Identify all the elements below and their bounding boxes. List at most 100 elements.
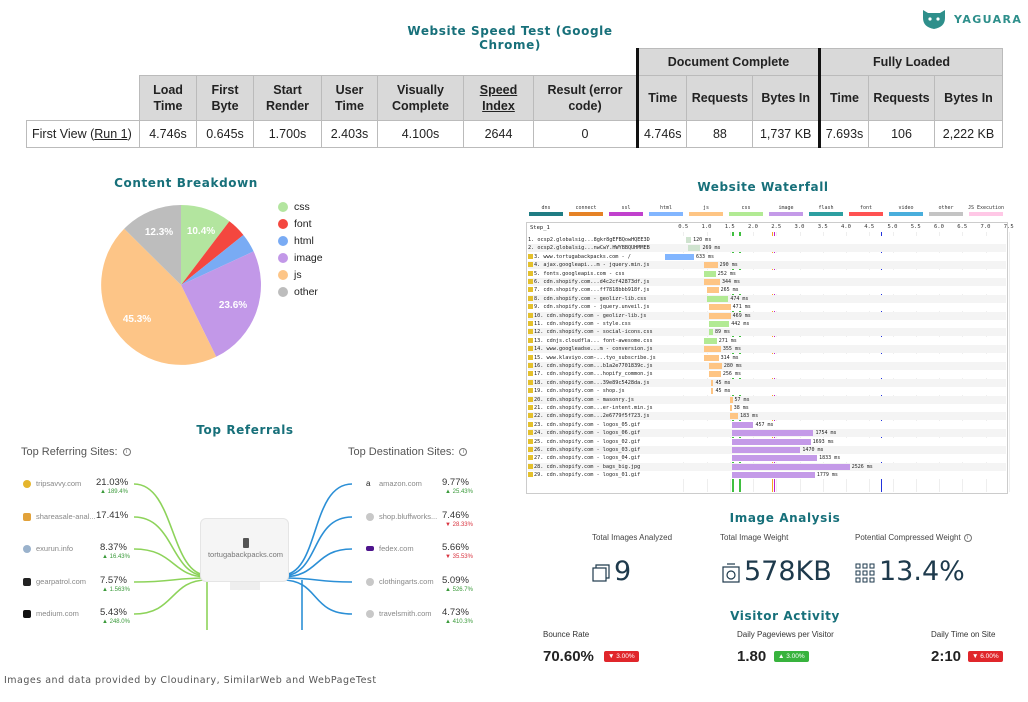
legend-item-image[interactable]: image [278, 249, 323, 266]
waterfall-row[interactable]: 27. cdn.shopify.com - logos_04.gif 1833 m… [528, 454, 1006, 463]
waterfall-row[interactable]: 25. cdn.shopify.com - logos_02.gif 1693 m… [528, 437, 1006, 446]
doc-requests-value: 88 [686, 120, 754, 148]
col-full-bytes: Bytes In [934, 75, 1003, 121]
waterfall-legend-flash: flash [806, 205, 846, 216]
referring-site-1[interactable]: tripsavvy.com [23, 479, 81, 488]
waterfall-row[interactable]: 22. cdn.shopify.com...2e6779f5f723.js 183… [528, 412, 1006, 421]
lock-icon [528, 413, 533, 419]
waterfall-row[interactable]: 10. cdn.shopify.com - geolizr-lib.js 469 … [528, 311, 1006, 320]
waterfall-row[interactable]: 29. cdn.shopify.com - logos_01.gif 1779 m… [528, 471, 1006, 480]
speed-test-table: Document Complete Fully Loaded Load Time… [26, 48, 1003, 148]
image-analysis-title: Image Analysis [729, 511, 841, 525]
lock-icon [528, 253, 533, 259]
waterfall-legend-html: html [646, 205, 686, 216]
pie-label-image: 23.6% [219, 300, 247, 311]
waterfall-legend-js-execution: JS Execution [966, 205, 1006, 216]
legend-item-font[interactable]: font [278, 215, 323, 232]
legend-dot-icon [278, 286, 288, 297]
waterfall-tick: 6.5 [957, 224, 968, 230]
waterfall-row[interactable]: 4. ajax.googleapi...m - jquery.min.js 290… [528, 261, 1006, 270]
info-icon[interactable]: i [963, 533, 972, 542]
waterfall-row[interactable]: 24. cdn.shopify.com - logos_06.gif 1754 m… [528, 429, 1006, 438]
referring-change-3: ▲ 16.43% [102, 554, 130, 560]
waterfall-row[interactable]: 26. cdn.shopify.com - logos_03.gif 1470 m… [528, 446, 1006, 454]
waterfall-row[interactable]: 11. cdn.shopify.com - style.css 442 ms [528, 320, 1006, 328]
legend-item-other[interactable]: other [278, 283, 323, 300]
pageviews-badge: ▲ 3.00% [774, 651, 809, 662]
referring-change-1: ▲ 189.4% [100, 489, 128, 495]
info-icon[interactable]: i [459, 448, 468, 456]
medium-logo-icon [23, 609, 31, 618]
lock-icon [528, 421, 533, 427]
waterfall-bar [706, 287, 719, 294]
waterfall-row[interactable]: 18. cdn.shopify.com...39e89c5428da.js 45 … [528, 378, 1006, 387]
waterfall-bar [704, 346, 721, 353]
shareasale-logo-icon [23, 512, 31, 521]
destination-site-2[interactable]: shop.bluffworks... [366, 512, 437, 521]
lock-icon [528, 354, 533, 360]
destination-pct-3: 5.66% [442, 542, 469, 553]
waterfall-row[interactable]: 16. cdn.shopify.com...b1a2e7701839c.js 28… [528, 362, 1006, 370]
waterfall-duration: 442 ms [731, 321, 750, 327]
lock-icon [528, 337, 533, 343]
waterfall-row[interactable]: 1. ocsp2.globalsig...8gkr8gEFBQowHQEE3D 1… [528, 236, 1006, 244]
waterfall-row-label: 9. cdn.shopify.com - jquery.unveil.js [528, 303, 650, 311]
first-byte-value: 0.645s [196, 120, 254, 148]
destination-site-4[interactable]: clothingarts.com [366, 577, 434, 586]
waterfall-row[interactable]: 23. cdn.shopify.com - logos_05.gif 457 ms [528, 420, 1006, 429]
waterfall-row[interactable]: 19. cdn.shopify.com - shop.js 45 ms [528, 387, 1006, 396]
lock-icon [528, 346, 533, 352]
waterfall-row[interactable]: 8. cdn.shopify.com - geolizr-lib.css 474 … [528, 294, 1006, 303]
waterfall-row[interactable]: 9. cdn.shopify.com - jquery.unveil.js 471… [528, 303, 1006, 312]
destination-site-5[interactable]: travelsmith.com [366, 609, 432, 618]
col-result: Result (error code) [533, 75, 638, 121]
waterfall-row[interactable]: 7. cdn.shopify.com...ff7818bbb918f.js 265… [528, 286, 1006, 295]
waterfall-row[interactable]: 17. cdn.shopify.com...hopify_common.js 25… [528, 370, 1006, 379]
referring-change-5: ▲ 248.0% [102, 619, 130, 625]
destination-site-1[interactable]: a amazon.com [366, 478, 422, 488]
waterfall-legend-connect: connect [566, 205, 606, 216]
referring-site-2[interactable]: shareasale-anal... [23, 512, 96, 521]
waterfall-row-label: 12. cdn.shopify.com - social-icons.css [528, 328, 653, 336]
info-icon[interactable]: i [122, 448, 131, 456]
destination-site-3[interactable]: fedex.com [366, 544, 414, 553]
legend-item-css[interactable]: css [278, 198, 323, 215]
full-time-value: 7.693s [818, 120, 869, 148]
waterfall-row[interactable]: 2. ocsp2.globalsig...nwCwY.HWYBBQUHMMEB 2… [528, 244, 1006, 253]
waterfall-row[interactable]: 6. cdn.shopify.com...d4c2cf42873df.js 344… [528, 278, 1006, 286]
bounce-rate-badge: ▼ 3.00% [604, 651, 639, 662]
waterfall-row[interactable]: 15. www.klaviyo.com-...tyo_subscribe.js 3… [528, 353, 1006, 362]
waterfall-row[interactable]: 12. cdn.shopify.com - social-icons.css 89… [528, 328, 1006, 337]
waterfall-duration: 280 ms [723, 363, 742, 369]
waterfall-tick: 4.0 [841, 224, 851, 230]
col-first-byte: First Byte [196, 75, 254, 121]
col-speed-index[interactable]: Speed Index [463, 75, 534, 121]
tripsavvy-logo-icon [23, 479, 31, 488]
waterfall-duration: 314 ms [720, 354, 739, 361]
waterfall-row[interactable]: 21. cdn.shopify.com...er-intent.min.js 38… [528, 404, 1006, 412]
waterfall-row[interactable]: 13. cdnjs.cloudfla... font-awesome.css 27… [528, 336, 1006, 345]
waterfall-bar [704, 279, 720, 285]
waterfall-row[interactable]: 3. www.tortugabackpacks.com - / 633 ms [528, 252, 1006, 261]
waterfall-row[interactable]: 28. cdn.shopify.com - bags_big.jpg 2526 m… [528, 462, 1006, 471]
waterfall-row-label: 24. cdn.shopify.com - logos_06.gif [528, 429, 640, 437]
run-1-link[interactable]: Run 1 [94, 127, 128, 141]
load-time-value: 4.746s [139, 120, 197, 148]
waterfall-row[interactable]: 5. fonts.googleapis.com - css 252 ms [528, 269, 1006, 278]
waterfall-tick: 2.0 [748, 224, 758, 230]
waterfall-duration: 457 ms [755, 421, 774, 428]
waterfall-row[interactable]: 14. www.googleadse...m - conversion.js 35… [528, 345, 1006, 354]
waterfall-duration: 2526 ms [851, 463, 873, 470]
referring-site-3[interactable]: exurun.info [23, 544, 73, 553]
col-visually-complete: Visually Complete [377, 75, 464, 121]
referring-pct-3: 8.37% [100, 542, 127, 553]
lock-icon [528, 270, 533, 276]
legend-item-js[interactable]: js [278, 266, 323, 283]
waterfall-row[interactable]: 20. cdn.shopify.com - masonry.js 57 ms [528, 395, 1006, 404]
legend-item-html[interactable]: html [278, 232, 323, 249]
referring-site-5[interactable]: medium.com [23, 609, 79, 618]
brand-logo[interactable]: YAGUARA [920, 8, 1022, 30]
referring-site-4[interactable]: gearpatrol.com [23, 577, 86, 586]
pie-slice-css [181, 205, 230, 285]
waterfall-bar [732, 455, 818, 462]
